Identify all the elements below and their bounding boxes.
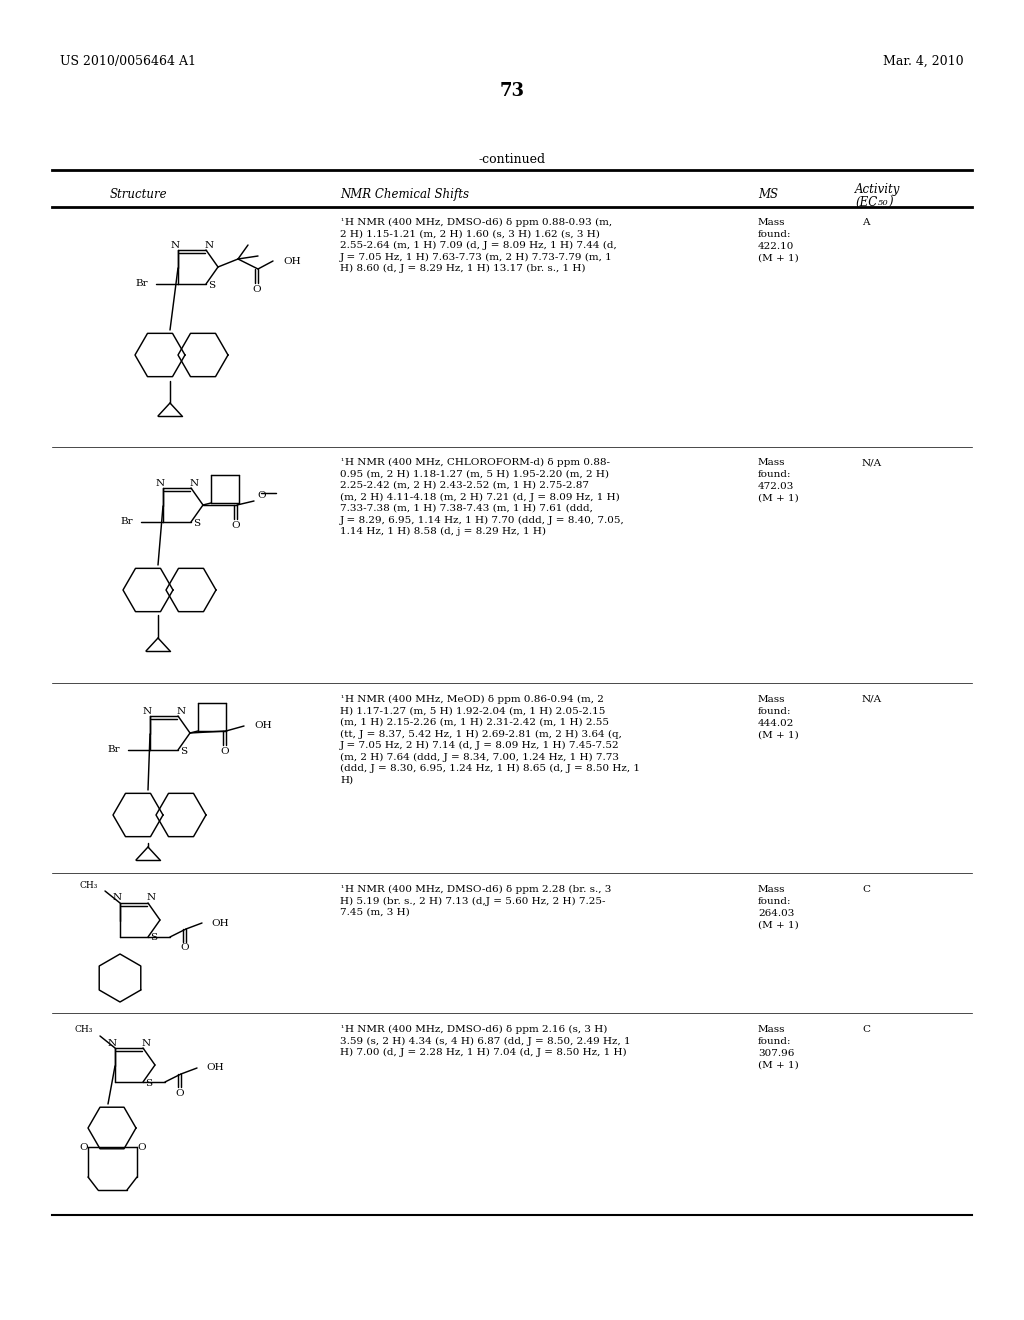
Text: ¹: ¹ — [340, 218, 343, 226]
Text: found:: found: — [758, 1038, 792, 1045]
Text: Br: Br — [135, 280, 148, 289]
Text: CH₃: CH₃ — [80, 880, 98, 890]
Text: OH: OH — [206, 1064, 223, 1072]
Text: O: O — [221, 747, 229, 755]
Text: O: O — [180, 944, 189, 953]
Text: Mass: Mass — [758, 1026, 785, 1034]
Text: J = 7.05 Hz, 2 H) 7.14 (d, J = 8.09 Hz, 1 H) 7.45-7.52: J = 7.05 Hz, 2 H) 7.14 (d, J = 8.09 Hz, … — [340, 741, 620, 750]
Text: found:: found: — [758, 708, 792, 715]
Text: 307.96: 307.96 — [758, 1049, 795, 1059]
Text: 472.03: 472.03 — [758, 482, 795, 491]
Text: N: N — [176, 706, 185, 715]
Text: O: O — [257, 491, 265, 500]
Text: found:: found: — [758, 230, 792, 239]
Text: (M + 1): (M + 1) — [758, 731, 799, 741]
Text: N: N — [156, 479, 165, 487]
Text: 73: 73 — [500, 82, 524, 100]
Text: 444.02: 444.02 — [758, 719, 795, 729]
Text: Br: Br — [121, 517, 133, 527]
Text: 1.14 Hz, 1 H) 8.58 (d, j = 8.29 Hz, 1 H): 1.14 Hz, 1 H) 8.58 (d, j = 8.29 Hz, 1 H) — [340, 527, 546, 536]
Text: J = 7.05 Hz, 1 H) 7.63-7.73 (m, 2 H) 7.73-7.79 (m, 1: J = 7.05 Hz, 1 H) 7.63-7.73 (m, 2 H) 7.7… — [340, 252, 612, 261]
Text: 0.95 (m, 2 H) 1.18-1.27 (m, 5 H) 1.95-2.20 (m, 2 H): 0.95 (m, 2 H) 1.18-1.27 (m, 5 H) 1.95-2.… — [340, 470, 609, 479]
Text: (ddd, J = 8.30, 6.95, 1.24 Hz, 1 H) 8.65 (d, J = 8.50 Hz, 1: (ddd, J = 8.30, 6.95, 1.24 Hz, 1 H) 8.65… — [340, 764, 640, 774]
Text: (EC: (EC — [855, 195, 878, 209]
Text: Mass: Mass — [758, 696, 785, 704]
Text: Mass: Mass — [758, 884, 785, 894]
Text: C: C — [862, 1026, 870, 1034]
Text: S: S — [209, 281, 216, 289]
Text: J = 8.29, 6.95, 1.14 Hz, 1 H) 7.70 (ddd, J = 8.40, 7.05,: J = 8.29, 6.95, 1.14 Hz, 1 H) 7.70 (ddd,… — [340, 516, 625, 524]
Text: H NMR (400 MHz, DMSO-d6) δ ppm 0.88-0.93 (m,: H NMR (400 MHz, DMSO-d6) δ ppm 0.88-0.93… — [345, 218, 612, 227]
Text: H) 7.00 (d, J = 2.28 Hz, 1 H) 7.04 (d, J = 8.50 Hz, 1 H): H) 7.00 (d, J = 2.28 Hz, 1 H) 7.04 (d, J… — [340, 1048, 627, 1057]
Text: (M + 1): (M + 1) — [758, 1061, 799, 1071]
Text: 2 H) 1.15-1.21 (m, 2 H) 1.60 (s, 3 H) 1.62 (s, 3 H): 2 H) 1.15-1.21 (m, 2 H) 1.60 (s, 3 H) 1.… — [340, 230, 600, 239]
Text: S: S — [194, 519, 201, 528]
Text: Activity: Activity — [855, 183, 900, 195]
Text: 264.03: 264.03 — [758, 909, 795, 917]
Text: C: C — [862, 884, 870, 894]
Text: MS: MS — [758, 187, 778, 201]
Text: US 2010/0056464 A1: US 2010/0056464 A1 — [60, 55, 196, 69]
Text: N/A: N/A — [862, 696, 882, 704]
Text: (M + 1): (M + 1) — [758, 921, 799, 931]
Text: (m, 2 H) 7.64 (ddd, J = 8.34, 7.00, 1.24 Hz, 1 H) 7.73: (m, 2 H) 7.64 (ddd, J = 8.34, 7.00, 1.24… — [340, 752, 618, 762]
Text: ¹: ¹ — [340, 458, 343, 466]
Text: S: S — [145, 1078, 153, 1088]
Text: S: S — [180, 747, 187, 755]
Text: Mar. 4, 2010: Mar. 4, 2010 — [884, 55, 964, 69]
Text: ): ) — [888, 195, 893, 209]
Text: CH₃: CH₃ — [75, 1026, 93, 1035]
Text: -continued: -continued — [478, 153, 546, 166]
Text: N/A: N/A — [862, 458, 882, 467]
Text: N: N — [108, 1039, 117, 1048]
Text: N: N — [205, 240, 214, 249]
Text: O: O — [176, 1089, 184, 1097]
Text: H) 5.19 (br. s., 2 H) 7.13 (d,J = 5.60 Hz, 2 H) 7.25-: H) 5.19 (br. s., 2 H) 7.13 (d,J = 5.60 H… — [340, 896, 605, 906]
Text: O: O — [253, 285, 261, 293]
Text: O: O — [231, 520, 241, 529]
Text: (m, 1 H) 2.15-2.26 (m, 1 H) 2.31-2.42 (m, 1 H) 2.55: (m, 1 H) 2.15-2.26 (m, 1 H) 2.31-2.42 (m… — [340, 718, 609, 727]
Text: 2.55-2.64 (m, 1 H) 7.09 (d, J = 8.09 Hz, 1 H) 7.44 (d,: 2.55-2.64 (m, 1 H) 7.09 (d, J = 8.09 Hz,… — [340, 242, 616, 249]
Text: ¹: ¹ — [340, 696, 343, 704]
Text: 7.33-7.38 (m, 1 H) 7.38-7.43 (m, 1 H) 7.61 (ddd,: 7.33-7.38 (m, 1 H) 7.38-7.43 (m, 1 H) 7.… — [340, 504, 593, 513]
Text: H NMR (400 MHz, DMSO-d6) δ ppm 2.16 (s, 3 H): H NMR (400 MHz, DMSO-d6) δ ppm 2.16 (s, … — [345, 1026, 607, 1034]
Text: H NMR (400 MHz, CHLOROFORM-d) δ ppm 0.88-: H NMR (400 MHz, CHLOROFORM-d) δ ppm 0.88… — [345, 458, 610, 467]
Text: N: N — [170, 240, 179, 249]
Text: 422.10: 422.10 — [758, 242, 795, 251]
Text: S: S — [151, 933, 158, 942]
Text: H NMR (400 MHz, MeOD) δ ppm 0.86-0.94 (m, 2: H NMR (400 MHz, MeOD) δ ppm 0.86-0.94 (m… — [345, 696, 604, 704]
Text: H): H) — [340, 776, 353, 784]
Text: (M + 1): (M + 1) — [758, 494, 799, 503]
Text: H NMR (400 MHz, DMSO-d6) δ ppm 2.28 (br. s., 3: H NMR (400 MHz, DMSO-d6) δ ppm 2.28 (br.… — [345, 884, 611, 894]
Text: Br: Br — [108, 746, 120, 755]
Text: found:: found: — [758, 898, 792, 906]
Text: 3.59 (s, 2 H) 4.34 (s, 4 H) 6.87 (dd, J = 8.50, 2.49 Hz, 1: 3.59 (s, 2 H) 4.34 (s, 4 H) 6.87 (dd, J … — [340, 1036, 631, 1045]
Text: H) 8.60 (d, J = 8.29 Hz, 1 H) 13.17 (br. s., 1 H): H) 8.60 (d, J = 8.29 Hz, 1 H) 13.17 (br.… — [340, 264, 586, 273]
Text: A: A — [862, 218, 869, 227]
Text: Structure: Structure — [110, 187, 168, 201]
Text: (m, 2 H) 4.11-4.18 (m, 2 H) 7.21 (d, J = 8.09 Hz, 1 H): (m, 2 H) 4.11-4.18 (m, 2 H) 7.21 (d, J =… — [340, 492, 620, 502]
Text: OH: OH — [254, 722, 271, 730]
Text: ¹: ¹ — [340, 884, 343, 894]
Text: 7.45 (m, 3 H): 7.45 (m, 3 H) — [340, 908, 410, 917]
Text: N: N — [113, 894, 122, 903]
Text: NMR Chemical Shifts: NMR Chemical Shifts — [340, 187, 469, 201]
Text: N: N — [141, 1039, 151, 1048]
Text: O: O — [80, 1143, 88, 1151]
Text: OH: OH — [211, 919, 228, 928]
Text: N: N — [146, 894, 156, 903]
Text: (M + 1): (M + 1) — [758, 253, 799, 263]
Text: H) 1.17-1.27 (m, 5 H) 1.92-2.04 (m, 1 H) 2.05-2.15: H) 1.17-1.27 (m, 5 H) 1.92-2.04 (m, 1 H)… — [340, 706, 605, 715]
Text: 2.25-2.42 (m, 2 H) 2.43-2.52 (m, 1 H) 2.75-2.87: 2.25-2.42 (m, 2 H) 2.43-2.52 (m, 1 H) 2.… — [340, 480, 589, 490]
Text: 50: 50 — [878, 199, 889, 207]
Text: OH: OH — [283, 256, 301, 265]
Text: ¹: ¹ — [340, 1026, 343, 1034]
Text: (tt, J = 8.37, 5.42 Hz, 1 H) 2.69-2.81 (m, 2 H) 3.64 (q,: (tt, J = 8.37, 5.42 Hz, 1 H) 2.69-2.81 (… — [340, 730, 622, 739]
Text: Mass: Mass — [758, 458, 785, 467]
Text: N: N — [142, 706, 152, 715]
Text: N: N — [189, 479, 199, 487]
Text: Mass: Mass — [758, 218, 785, 227]
Text: found:: found: — [758, 470, 792, 479]
Text: O: O — [137, 1143, 145, 1151]
